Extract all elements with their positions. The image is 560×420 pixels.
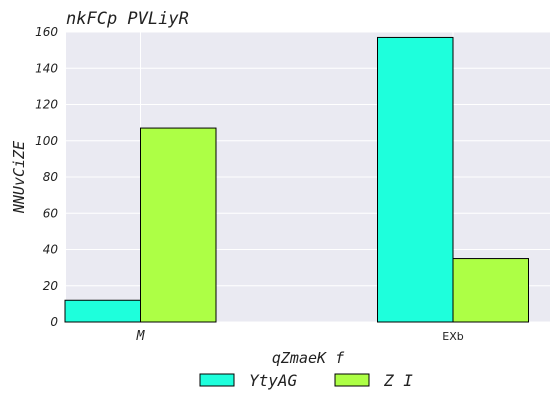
y-tick-label: 80	[43, 170, 59, 184]
legend-swatch	[334, 373, 370, 387]
y-tick-label: 20	[43, 279, 59, 293]
y-tick-label: 160	[35, 25, 58, 39]
legend-swatch	[199, 373, 235, 387]
x-tick-labels: M EXb	[136, 329, 464, 344]
chart-title: nkFCp PVLiyR	[66, 9, 189, 29]
bar-ytyag-exb	[377, 36, 454, 323]
bar-z-i-m	[140, 127, 217, 323]
y-tick-label: 140	[35, 61, 58, 75]
y-tick-label: 120	[35, 98, 58, 112]
x-tick-label: M	[136, 329, 146, 344]
bar-z-i-exb	[452, 258, 529, 323]
legend-label: Z I	[383, 371, 413, 390]
y-tick-label: 40	[43, 243, 59, 257]
y-tick-label: 0	[50, 315, 58, 329]
bar-ytyag-m	[64, 299, 141, 323]
y-tick-label: 100	[35, 134, 58, 148]
y-tick-labels: 0 20 40 60 80 100 120 140 160	[35, 25, 58, 329]
bars	[64, 36, 529, 323]
legend: YtyAG Z I	[199, 371, 413, 390]
y-axis-label: NNUvCiZE	[10, 141, 28, 214]
legend-label: YtyAG	[249, 371, 298, 390]
x-tick-label: EXb	[442, 330, 463, 343]
x-axis-label: qZmaeK f	[272, 349, 345, 367]
y-tick-label: 60	[43, 206, 59, 220]
